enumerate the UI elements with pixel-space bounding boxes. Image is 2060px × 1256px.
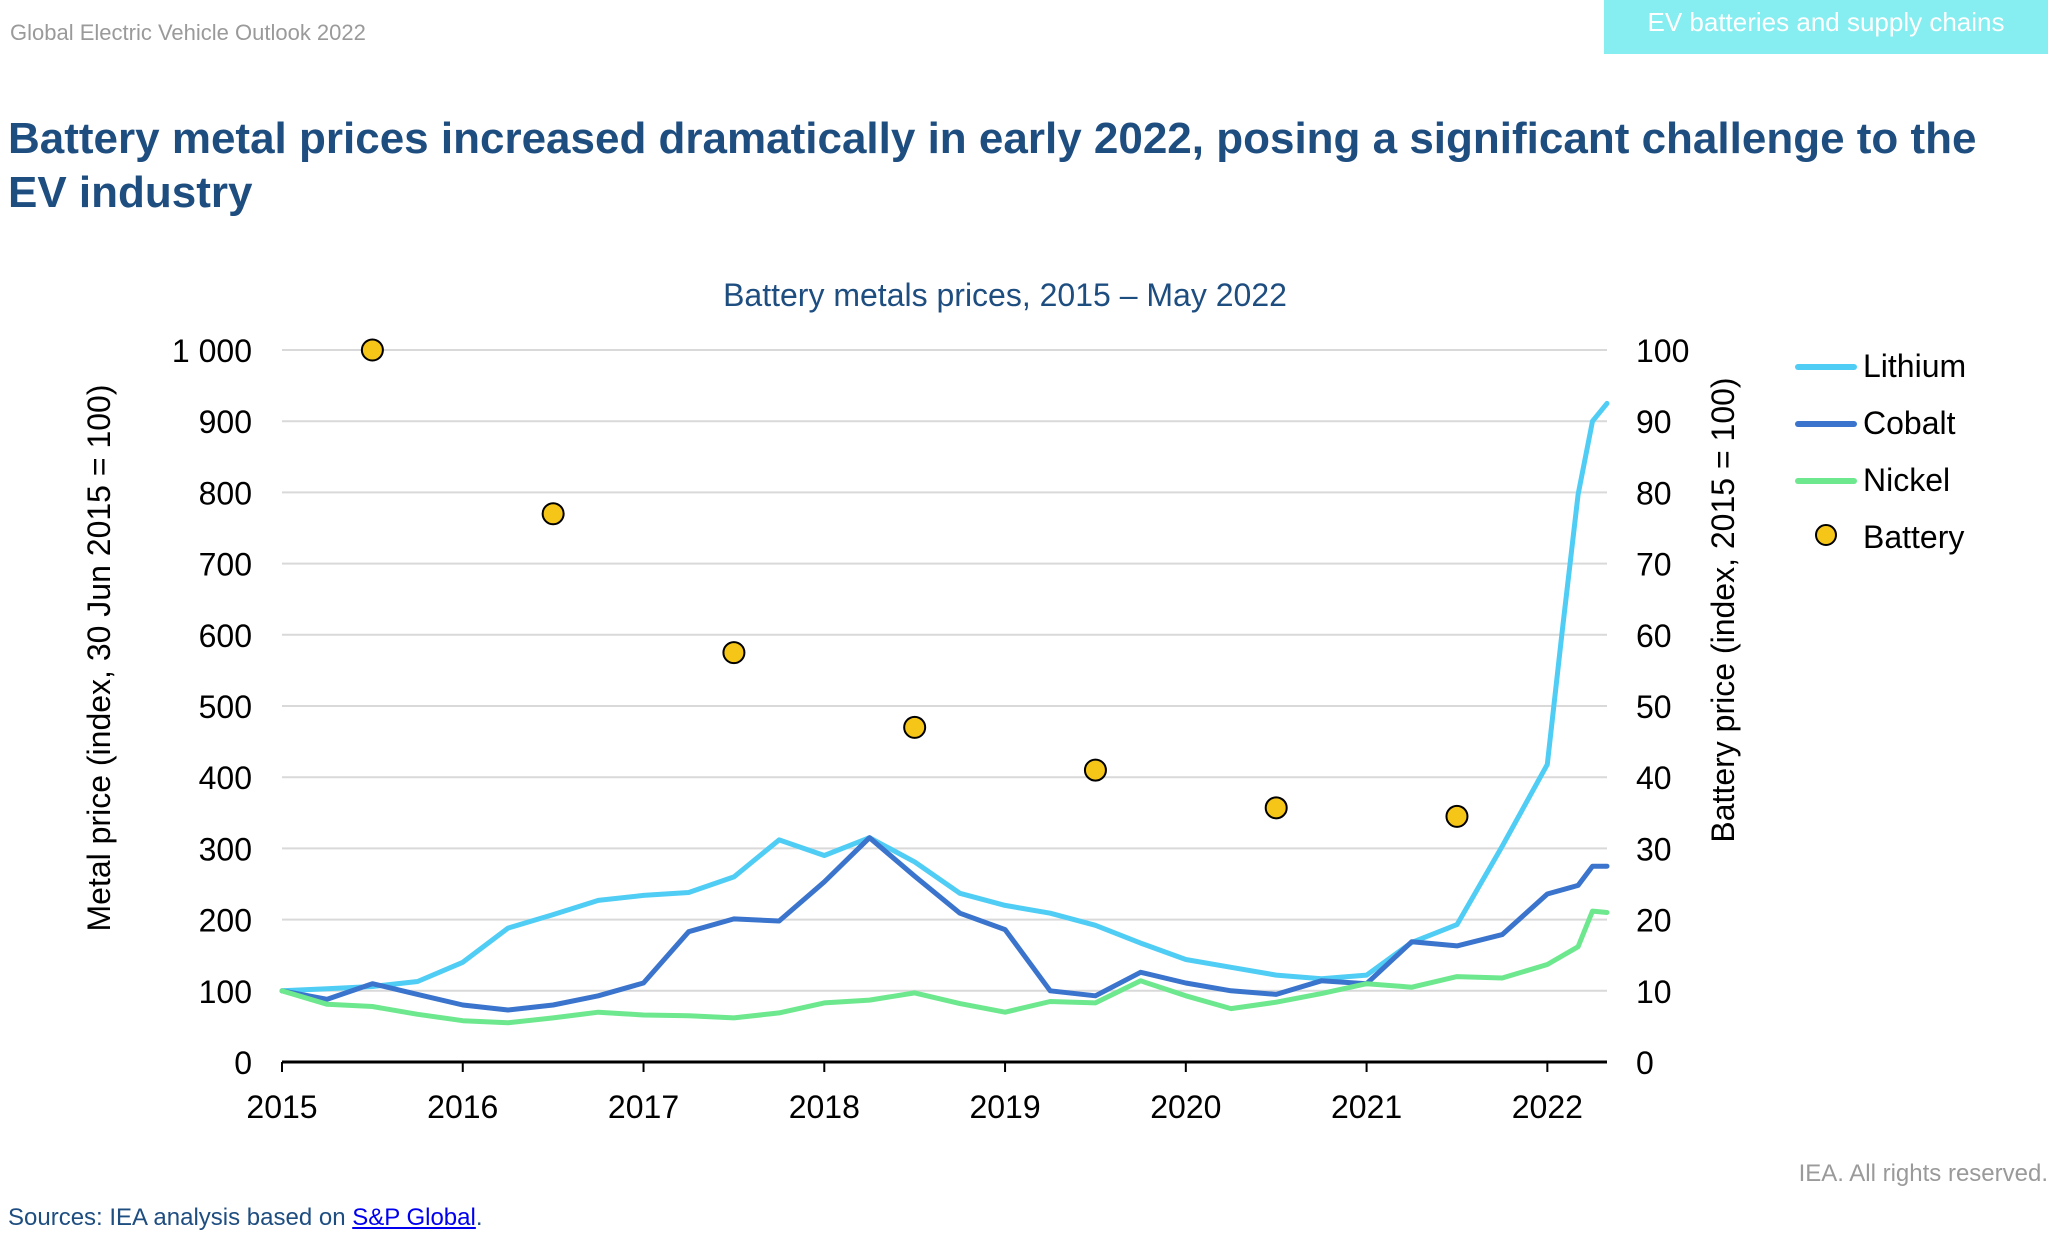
x-tick-label: 2016 (427, 1089, 498, 1125)
sources-link[interactable]: S&P Global (352, 1204, 476, 1231)
y-tick-label: 400 (199, 760, 252, 796)
series-line-cobalt (279, 835, 1610, 1013)
battery-point (1264, 796, 1288, 820)
y-tick-label: 1 000 (172, 333, 252, 369)
battery-point (541, 502, 565, 526)
sources-note: Sources: IEA analysis based on S&P Globa… (8, 1204, 483, 1232)
y2-tick-label: 80 (1636, 475, 1672, 511)
chart-title: Battery metals prices, 2015 – May 2022 (723, 277, 1287, 313)
page-headline: Battery metal prices increased dramatica… (8, 114, 1977, 217)
chart-gridlines (282, 349, 1607, 992)
y-tick-label: 500 (199, 689, 252, 725)
legend-item-nickel[interactable]: Nickel (1795, 452, 1966, 509)
sources-suffix: . (475, 1204, 483, 1231)
x-tick-label: 2020 (1150, 1089, 1221, 1125)
section-badge[interactable]: EV batteries and supply chains (1604, 0, 2048, 54)
legend-label: Cobalt (1863, 405, 1956, 441)
battery-point (360, 338, 384, 362)
x-tick-label: 2017 (608, 1089, 679, 1125)
y2-tick-label: 50 (1636, 689, 1672, 725)
legend-item-cobalt[interactable]: Cobalt (1795, 395, 1966, 452)
y2-tick-label: 20 (1636, 903, 1672, 939)
y-tick-label: 300 (199, 831, 252, 867)
y2-tick-label: 40 (1636, 760, 1672, 796)
chart-battery-points (360, 338, 1469, 828)
y2-tick-label: 60 (1636, 618, 1672, 654)
battery-point (1445, 804, 1469, 828)
y-axis-label-left: Metal price (index, 30 Jun 2015 = 100) (81, 385, 117, 932)
x-tick-label: 2021 (1331, 1089, 1402, 1125)
chart-axes: 0 100 200 300 400 500 600 700 800 900 1 000 0 10 20 30… (172, 333, 1689, 1125)
y-tick-label: 200 (199, 903, 252, 939)
y2-tick-label: 90 (1636, 404, 1672, 440)
legend-label: Battery (1863, 519, 1965, 555)
y-tick-label: 0 (234, 1045, 252, 1081)
y-tick-label: 700 (199, 547, 252, 583)
sources-prefix: Sources: IEA analysis based on (8, 1204, 353, 1231)
x-tick-label: 2018 (789, 1089, 860, 1125)
series-line-nickel (279, 908, 1610, 1026)
y-tick-label: 600 (199, 618, 252, 654)
legend-item-battery[interactable]: Battery (1795, 509, 1966, 566)
legend-label: Nickel (1863, 462, 1951, 498)
chart-legend: Lithium Cobalt Nickel Battery (1795, 338, 1966, 566)
legend-swatch-cobalt (1795, 420, 1857, 427)
legend-item-lithium[interactable]: Lithium (1795, 338, 1966, 395)
x-tick-label: 2015 (246, 1089, 317, 1125)
x-tick-label: 2019 (969, 1089, 1040, 1125)
y-tick-label: 900 (199, 404, 252, 440)
battery-point (1083, 758, 1107, 782)
y2-tick-label: 30 (1636, 831, 1672, 867)
legend-swatch-lithium (1795, 363, 1857, 370)
y2-tick-label: 10 (1636, 974, 1672, 1010)
y-tick-label: 800 (199, 475, 252, 511)
y-tick-label: 100 (199, 974, 252, 1010)
y2-tick-label: 0 (1636, 1045, 1654, 1081)
x-tick-label: 2022 (1512, 1089, 1583, 1125)
chart-series-lines (279, 400, 1610, 1026)
battery-point (722, 641, 746, 665)
y2-tick-label: 100 (1636, 333, 1689, 369)
legend-swatch-nickel (1795, 477, 1857, 484)
series-line-lithium (279, 400, 1610, 994)
report-title: Global Electric Vehicle Outlook 2022 (10, 20, 366, 45)
y2-tick-label: 70 (1636, 547, 1672, 583)
y-axis-label-right: Battery price (index, 2015 = 100) (1705, 377, 1741, 842)
legend-label: Lithium (1863, 348, 1967, 384)
rights-notice: IEA. All rights reserved. (1798, 1160, 2048, 1187)
battery-point (903, 715, 927, 739)
legend-swatch-battery (1795, 524, 1857, 551)
